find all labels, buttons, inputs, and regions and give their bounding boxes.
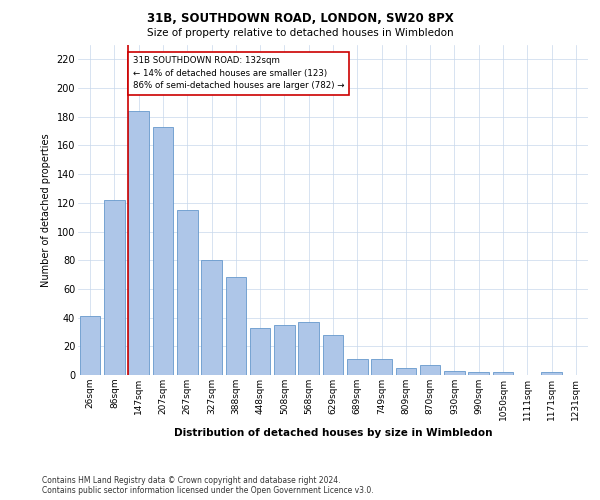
Bar [177,210,197,375]
Bar [226,278,246,375]
Bar [347,359,368,375]
Bar [250,328,271,375]
Bar [420,365,440,375]
Bar [104,200,125,375]
Bar [298,322,319,375]
Text: 31B SOUTHDOWN ROAD: 132sqm
← 14% of detached houses are smaller (123)
86% of sem: 31B SOUTHDOWN ROAD: 132sqm ← 14% of deta… [133,56,344,90]
Y-axis label: Number of detached properties: Number of detached properties [41,133,51,287]
Bar [541,372,562,375]
Bar [493,372,514,375]
Bar [444,370,465,375]
Bar [201,260,222,375]
Bar [323,335,343,375]
Bar [152,127,173,375]
X-axis label: Distribution of detached houses by size in Wimbledon: Distribution of detached houses by size … [174,428,492,438]
Bar [274,325,295,375]
Bar [80,316,100,375]
Text: 31B, SOUTHDOWN ROAD, LONDON, SW20 8PX: 31B, SOUTHDOWN ROAD, LONDON, SW20 8PX [146,12,454,26]
Bar [395,368,416,375]
Text: Contains HM Land Registry data © Crown copyright and database right 2024.
Contai: Contains HM Land Registry data © Crown c… [42,476,374,495]
Bar [371,359,392,375]
Bar [128,111,149,375]
Bar [469,372,489,375]
Text: Size of property relative to detached houses in Wimbledon: Size of property relative to detached ho… [146,28,454,38]
